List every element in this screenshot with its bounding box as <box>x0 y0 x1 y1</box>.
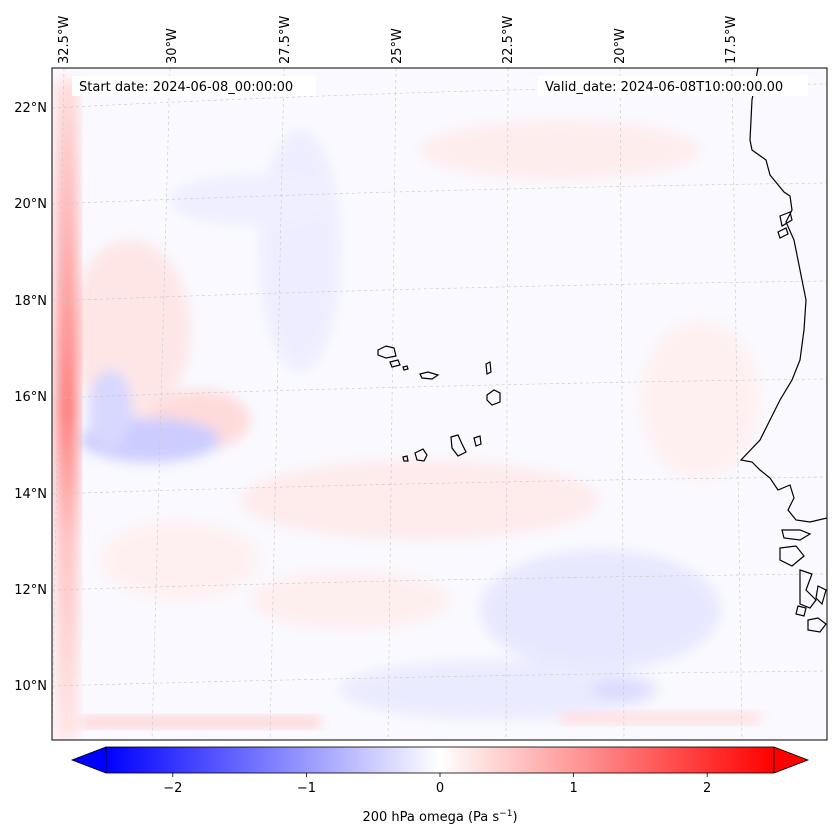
lat-label: 22°N <box>14 101 47 116</box>
west-africa-coastline <box>739 68 827 633</box>
lon-label: 25°W <box>390 28 405 64</box>
lon-label: 32.5°W <box>57 16 72 64</box>
colorbar-label-sup: −1 <box>499 809 512 819</box>
colorbar-tick-label: 0 <box>436 781 444 796</box>
lon-label: 22.5°W <box>501 16 516 64</box>
lat-label: 16°N <box>14 390 47 405</box>
colorbar: −2 −1 0 1 2 200 hPa omega (Pa s−1) <box>70 746 810 825</box>
lon-label: 20°W <box>613 28 628 64</box>
map-panel <box>52 68 827 740</box>
colorbar-tick-label: −2 <box>163 781 182 796</box>
lat-label: 10°N <box>14 679 47 694</box>
lat-label: 12°N <box>14 583 47 598</box>
colorbar-label-main: 200 hPa omega (Pa s <box>362 810 499 825</box>
longitude-labels: 32.5°W 30°W 27.5°W 25°W 22.5°W 20°W 17.5… <box>57 16 739 64</box>
latitude-labels: 22°N 20°N 18°N 16°N 14°N 12°N 10°N <box>14 101 47 694</box>
colorbar-label-close: ) <box>512 810 517 825</box>
omega-bottom-boundary-strip <box>80 716 320 728</box>
start-date-box <box>72 76 316 96</box>
omega-bottom-boundary-strip-right <box>560 712 760 724</box>
omega-field-blobs <box>70 120 760 720</box>
colorbar-body <box>105 746 775 774</box>
valid-date-text: Valid_date: 2024-06-08T10:00:00.00 <box>545 80 783 95</box>
colorbar-tick-label: 1 <box>569 781 577 796</box>
lat-label: 18°N <box>14 294 47 309</box>
colorbar-label: 200 hPa omega (Pa s−1) <box>362 809 517 825</box>
colorbar-tick-label: 2 <box>703 781 711 796</box>
colorbar-ticks: −2 −1 0 1 2 <box>163 773 711 796</box>
colorbar-tick-label: −1 <box>297 781 316 796</box>
map-frame <box>51 67 828 741</box>
cape-verde-islands <box>377 345 501 462</box>
omega-left-boundary-strip <box>56 80 78 740</box>
colorbar-extend-min <box>70 746 107 774</box>
start-date-text: Start date: 2024-06-08_00:00:00 <box>79 80 293 95</box>
valid-date-box <box>538 76 808 96</box>
colorbar-extend-max <box>773 746 810 774</box>
lon-label: 17.5°W <box>724 16 739 64</box>
lat-label: 14°N <box>14 487 47 502</box>
gridlines <box>52 68 827 740</box>
lat-label: 20°N <box>14 197 47 212</box>
lon-label: 30°W <box>165 28 180 64</box>
lon-label: 27.5°W <box>278 16 293 64</box>
